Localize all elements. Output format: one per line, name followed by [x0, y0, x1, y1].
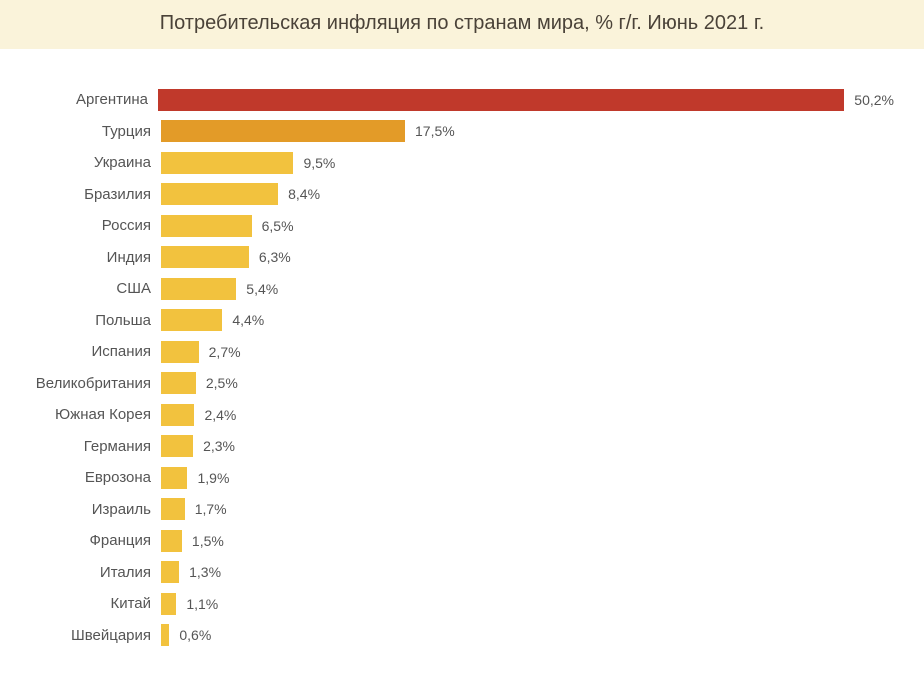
bar-row: Россия 6,5% — [0, 210, 894, 242]
value-label: 1,3% — [179, 564, 221, 580]
bar-row: Бразилия 8,4% — [0, 179, 894, 211]
value-label: 4,4% — [222, 312, 264, 328]
category-label: Испания — [0, 343, 161, 360]
value-label: 2,4% — [194, 407, 236, 423]
category-label: Бразилия — [0, 186, 161, 203]
category-label: Германия — [0, 438, 161, 455]
category-label: Швейцария — [0, 627, 161, 644]
category-label: Россия — [0, 217, 161, 234]
category-label: Китай — [0, 595, 161, 612]
value-label: 6,3% — [249, 249, 291, 265]
bar-row: Южная Корея 2,4% — [0, 399, 894, 431]
bar — [161, 215, 252, 237]
category-label: Израиль — [0, 501, 161, 518]
bar — [158, 89, 844, 111]
chart-title-band: Потребительская инфляция по странам мира… — [0, 0, 924, 49]
bar — [161, 561, 179, 583]
category-label: Великобритания — [0, 375, 161, 392]
value-label: 1,5% — [182, 533, 224, 549]
bar — [161, 372, 196, 394]
bar-row: Китай 1,1% — [0, 588, 894, 620]
bar-row: Еврозона 1,9% — [0, 462, 894, 494]
value-label: 6,5% — [252, 218, 294, 234]
bar — [161, 183, 278, 205]
chart-title: Потребительская инфляция по странам мира… — [160, 12, 764, 34]
value-label: 1,7% — [185, 501, 227, 517]
bar-row: Польша 4,4% — [0, 305, 894, 337]
bar-row: Украина 9,5% — [0, 147, 894, 179]
category-label: Турция — [0, 123, 161, 140]
category-label: Франция — [0, 532, 161, 549]
bar — [161, 435, 193, 457]
category-label: Аргентина — [0, 91, 158, 108]
bar — [161, 246, 249, 268]
category-label: Южная Корея — [0, 406, 161, 423]
value-label: 2,5% — [196, 375, 238, 391]
bar-row: Испания 2,7% — [0, 336, 894, 368]
bar — [161, 498, 185, 520]
bar — [161, 341, 199, 363]
bar-row: США 5,4% — [0, 273, 894, 305]
value-label: 2,3% — [193, 438, 235, 454]
bar — [161, 624, 169, 646]
value-label: 50,2% — [844, 92, 894, 108]
category-label: Польша — [0, 312, 161, 329]
bar-row: Израиль 1,7% — [0, 494, 894, 526]
bar — [161, 120, 405, 142]
bar-row: Турция 17,5% — [0, 116, 894, 148]
bar-row: Великобритания 2,5% — [0, 368, 894, 400]
bar — [161, 404, 194, 426]
bar-row: Германия 2,3% — [0, 431, 894, 463]
value-label: 0,6% — [169, 627, 211, 643]
bar-row: Швейцария 0,6% — [0, 620, 894, 652]
bar-row: Аргентина 50,2% — [0, 84, 894, 116]
bar — [161, 530, 182, 552]
bar — [161, 593, 176, 615]
value-label: 8,4% — [278, 186, 320, 202]
category-label: Индия — [0, 249, 161, 266]
category-label: Украина — [0, 154, 161, 171]
bar — [161, 467, 187, 489]
value-label: 5,4% — [236, 281, 278, 297]
chart-area: Аргентина 50,2% Турция 17,5% Украина 9,5% Браз… — [0, 49, 924, 651]
value-label: 1,9% — [187, 470, 229, 486]
bar — [161, 152, 293, 174]
value-label: 2,7% — [199, 344, 241, 360]
bar — [161, 309, 222, 331]
category-label: Еврозона — [0, 469, 161, 486]
bar-row: Франция 1,5% — [0, 525, 894, 557]
value-label: 17,5% — [405, 123, 455, 139]
category-label: США — [0, 280, 161, 297]
bar-row: Италия 1,3% — [0, 557, 894, 589]
category-label: Италия — [0, 564, 161, 581]
value-label: 9,5% — [293, 155, 335, 171]
value-label: 1,1% — [176, 596, 218, 612]
bar-row: Индия 6,3% — [0, 242, 894, 274]
bar — [161, 278, 236, 300]
